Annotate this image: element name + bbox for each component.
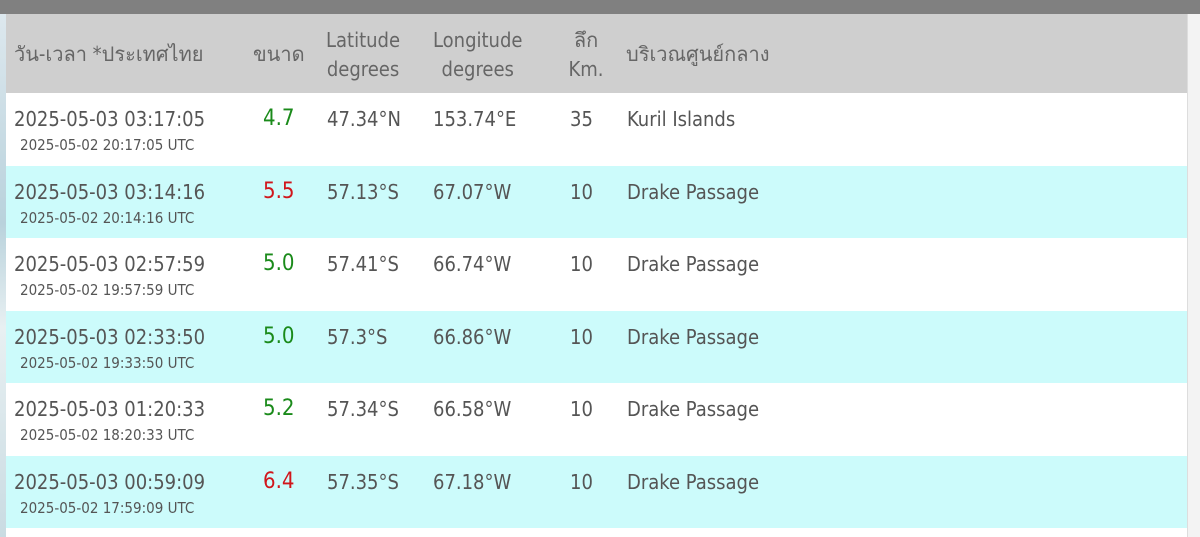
header-datetime: วัน-เวลา *ประเทศไทย <box>14 42 204 66</box>
local-time: 2025-05-03 02:33:50 <box>14 324 206 349</box>
latitude: 57.41°S <box>327 252 399 276</box>
depth: 10 <box>570 469 593 494</box>
table-row[interactable]: 2025-05-03 02:57:59 2025-05-02 19:57:59 … <box>6 238 1187 311</box>
top-bar <box>0 0 1200 14</box>
header-latitude-unit: degrees <box>326 57 400 81</box>
local-time: 2025-05-03 01:20:33 <box>14 397 206 421</box>
local-time: 2025-05-03 03:17:05 <box>14 107 206 131</box>
table-row[interactable]: 2025-05-03 00:59:09 2025-05-02 17:59:09 … <box>6 455 1187 528</box>
local-time: 2025-05-03 03:14:16 <box>14 179 206 204</box>
longitude: 66.74°W <box>433 252 512 276</box>
header-region: บริเวณศูนย์กลาง <box>626 42 770 66</box>
header-longitude: Longitude degrees <box>433 26 522 84</box>
latitude: 57.3°S <box>327 324 388 349</box>
table-row[interactable]: 2025-05-03 03:14:16 2025-05-02 20:14:16 … <box>6 165 1187 238</box>
latitude: 57.34°S <box>327 397 399 421</box>
header-depth-label: ลึก <box>573 28 599 52</box>
longitude: 67.07°W <box>433 179 512 204</box>
magnitude: 6.4 <box>263 468 295 494</box>
latitude: 57.35°S <box>327 469 399 494</box>
table-row[interactable]: 2025-05-03 03:17:05 2025-05-02 20:17:05 … <box>6 93 1187 166</box>
latitude: 47.34°N <box>327 107 401 131</box>
earthquake-table: วัน-เวลา *ประเทศไทย ขนาด Latitude degrees… <box>6 14 1187 528</box>
header-latitude: Latitude degrees <box>326 26 400 84</box>
local-time: 2025-05-03 00:59:09 <box>14 469 206 494</box>
region[interactable]: Drake Passage <box>627 252 760 276</box>
utc-time: 2025-05-02 19:57:59 UTC <box>20 281 195 299</box>
magnitude: 5.0 <box>263 323 295 349</box>
longitude: 66.86°W <box>433 324 512 349</box>
region[interactable]: Drake Passage <box>627 397 760 421</box>
depth: 10 <box>570 397 593 421</box>
table-row[interactable]: 2025-05-03 01:20:33 2025-05-02 18:20:33 … <box>6 383 1187 456</box>
latitude: 57.13°S <box>327 179 399 204</box>
table-header: วัน-เวลา *ประเทศไทย ขนาด Latitude degrees… <box>6 14 1187 93</box>
longitude: 66.58°W <box>433 397 512 421</box>
region[interactable]: Drake Passage <box>627 324 760 349</box>
magnitude: 5.2 <box>263 396 295 421</box>
header-depth: ลึก Km. <box>562 26 610 84</box>
utc-time: 2025-05-02 19:33:50 UTC <box>20 353 195 372</box>
utc-time: 2025-05-02 18:20:33 UTC <box>20 426 195 444</box>
header-magnitude: ขนาด <box>253 42 305 66</box>
background-image-strip <box>0 14 6 537</box>
depth: 10 <box>570 252 593 276</box>
longitude: 153.74°E <box>433 107 517 131</box>
longitude: 67.18°W <box>433 469 512 494</box>
region[interactable]: Drake Passage <box>627 179 760 204</box>
depth: 10 <box>570 179 593 204</box>
utc-time: 2025-05-02 20:14:16 UTC <box>20 208 195 227</box>
local-time: 2025-05-03 02:57:59 <box>14 252 206 276</box>
utc-time: 2025-05-02 17:59:09 UTC <box>20 498 195 517</box>
region[interactable]: Kuril Islands <box>627 107 736 131</box>
header-longitude-unit: degrees <box>441 57 514 81</box>
header-latitude-label: Latitude <box>326 28 401 52</box>
magnitude: 4.7 <box>263 106 295 131</box>
header-longitude-label: Longitude <box>433 28 523 52</box>
depth: 10 <box>570 324 593 349</box>
depth: 35 <box>570 107 593 131</box>
header-depth-unit: Km. <box>568 57 604 81</box>
utc-time: 2025-05-02 20:17:05 UTC <box>20 136 195 154</box>
table-row[interactable]: 2025-05-03 02:33:50 2025-05-02 19:33:50 … <box>6 310 1187 383</box>
magnitude: 5.5 <box>263 178 295 204</box>
page-margin <box>1187 14 1200 537</box>
region[interactable]: Drake Passage <box>627 469 760 494</box>
magnitude: 5.0 <box>263 251 295 276</box>
